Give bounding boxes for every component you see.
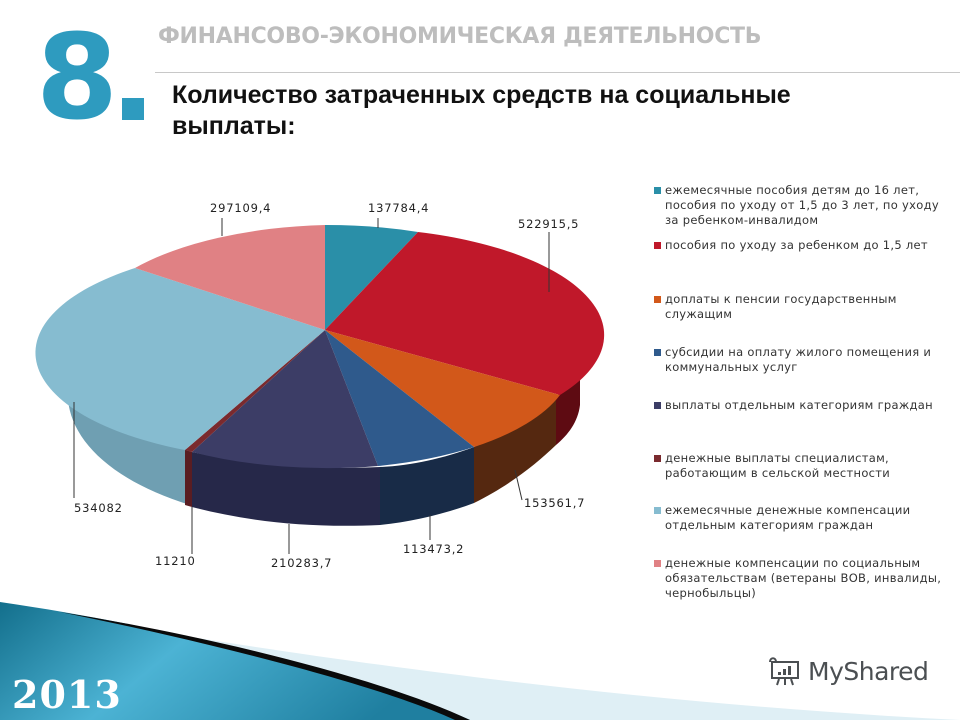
- legend-swatch: [654, 349, 661, 356]
- data-label-childcare-1-5: 522915,5: [518, 217, 580, 231]
- legend-label: выплаты отдельным категориям граждан: [665, 398, 933, 412]
- pie-side-compensations: [68, 340, 190, 505]
- pie-slice-child-allowances[interactable]: [325, 224, 418, 330]
- pie-slice-childcare-1-5[interactable]: [325, 232, 605, 395]
- watermark: MyShared: [768, 656, 929, 686]
- section-number-dot: [122, 98, 145, 120]
- legend-item-pension: доплаты к пенсии государственным служащи…: [654, 292, 954, 322]
- data-label-categories: 210283,7: [271, 556, 333, 570]
- pie-sides: [68, 340, 580, 526]
- section-title: ФИНАНСОВО-ЭКОНОМИЧЕСКАЯ ДЕЯТЕЛЬНОСТЬ: [158, 24, 762, 49]
- pie-side-categories: [192, 452, 380, 526]
- data-label-pension: 153561,7: [524, 496, 586, 510]
- legend-swatch: [654, 242, 661, 249]
- legend-label: денежные компенсации по социальным обяза…: [665, 556, 942, 600]
- pie-side-rural-specialists: [185, 450, 192, 507]
- section-number-digit: 8: [36, 8, 118, 146]
- legend-item-categories: выплаты отдельным категориям граждан: [654, 398, 954, 413]
- leader-lines: [73, 218, 550, 554]
- data-label-child-allowances: 137784,4: [368, 201, 430, 215]
- legend-swatch: [654, 187, 661, 194]
- legend-item-compensations: ежемесячные денежные компенсации отдельн…: [654, 503, 954, 533]
- presentation-board-icon: [769, 657, 799, 686]
- pie-slice-compensations[interactable]: [35, 268, 326, 450]
- legend-label: пособия по уходу за ребенком до 1,5 лет: [665, 238, 928, 252]
- legend-swatch: [654, 402, 661, 409]
- footer-year: 2013: [12, 672, 122, 717]
- pie-slice-categories[interactable]: [192, 330, 378, 469]
- pie-slice-rural-specialists[interactable]: [185, 330, 325, 452]
- data-label-compensations: 534082: [74, 501, 123, 515]
- slide-title: Количество затраченных средств на социал…: [172, 81, 791, 140]
- footer-banner: [0, 602, 960, 720]
- section-number: 8: [36, 18, 145, 136]
- legend-swatch: [654, 507, 661, 514]
- legend-item-childcare-1-5: пособия по уходу за ребенком до 1,5 лет: [654, 238, 954, 253]
- pie-slice-pension[interactable]: [325, 330, 560, 447]
- legend-label: денежные выплаты специалистам, работающи…: [665, 451, 891, 480]
- legend-label: субсидии на оплату жилого помещения и ко…: [665, 345, 932, 374]
- legend-item-social-obligations: денежные компенсации по социальным обяза…: [654, 556, 954, 601]
- pie-slice-social-obligations[interactable]: [135, 225, 325, 330]
- pie-top: [35, 224, 605, 469]
- legend-label: доплаты к пенсии государственным служащи…: [665, 292, 897, 321]
- legend-label: ежемесячные денежные компенсации отдельн…: [665, 503, 911, 532]
- data-label-rural-specialists: 11210: [155, 554, 196, 568]
- legend-swatch: [654, 560, 661, 567]
- title-divider: [155, 72, 960, 73]
- legend-item-rural-specialists: денежные выплаты специалистам, работающи…: [654, 451, 954, 481]
- data-label-housing: 113473,2: [403, 542, 465, 556]
- pie-side-housing: [380, 447, 474, 525]
- legend-label: ежемесячные пособия детям до 16 лет, пос…: [665, 183, 939, 227]
- pie-slice-housing[interactable]: [325, 330, 474, 466]
- legend-swatch: [654, 455, 661, 462]
- pie-side-pension: [474, 396, 556, 503]
- data-label-social-obligations: 297109,4: [210, 201, 272, 215]
- legend-item-housing: субсидии на оплату жилого помещения и ко…: [654, 345, 954, 375]
- legend-item-child-allowances: ежемесячные пособия детям до 16 лет, пос…: [654, 183, 954, 228]
- watermark-text: MyShared: [808, 656, 929, 686]
- legend-swatch: [654, 296, 661, 303]
